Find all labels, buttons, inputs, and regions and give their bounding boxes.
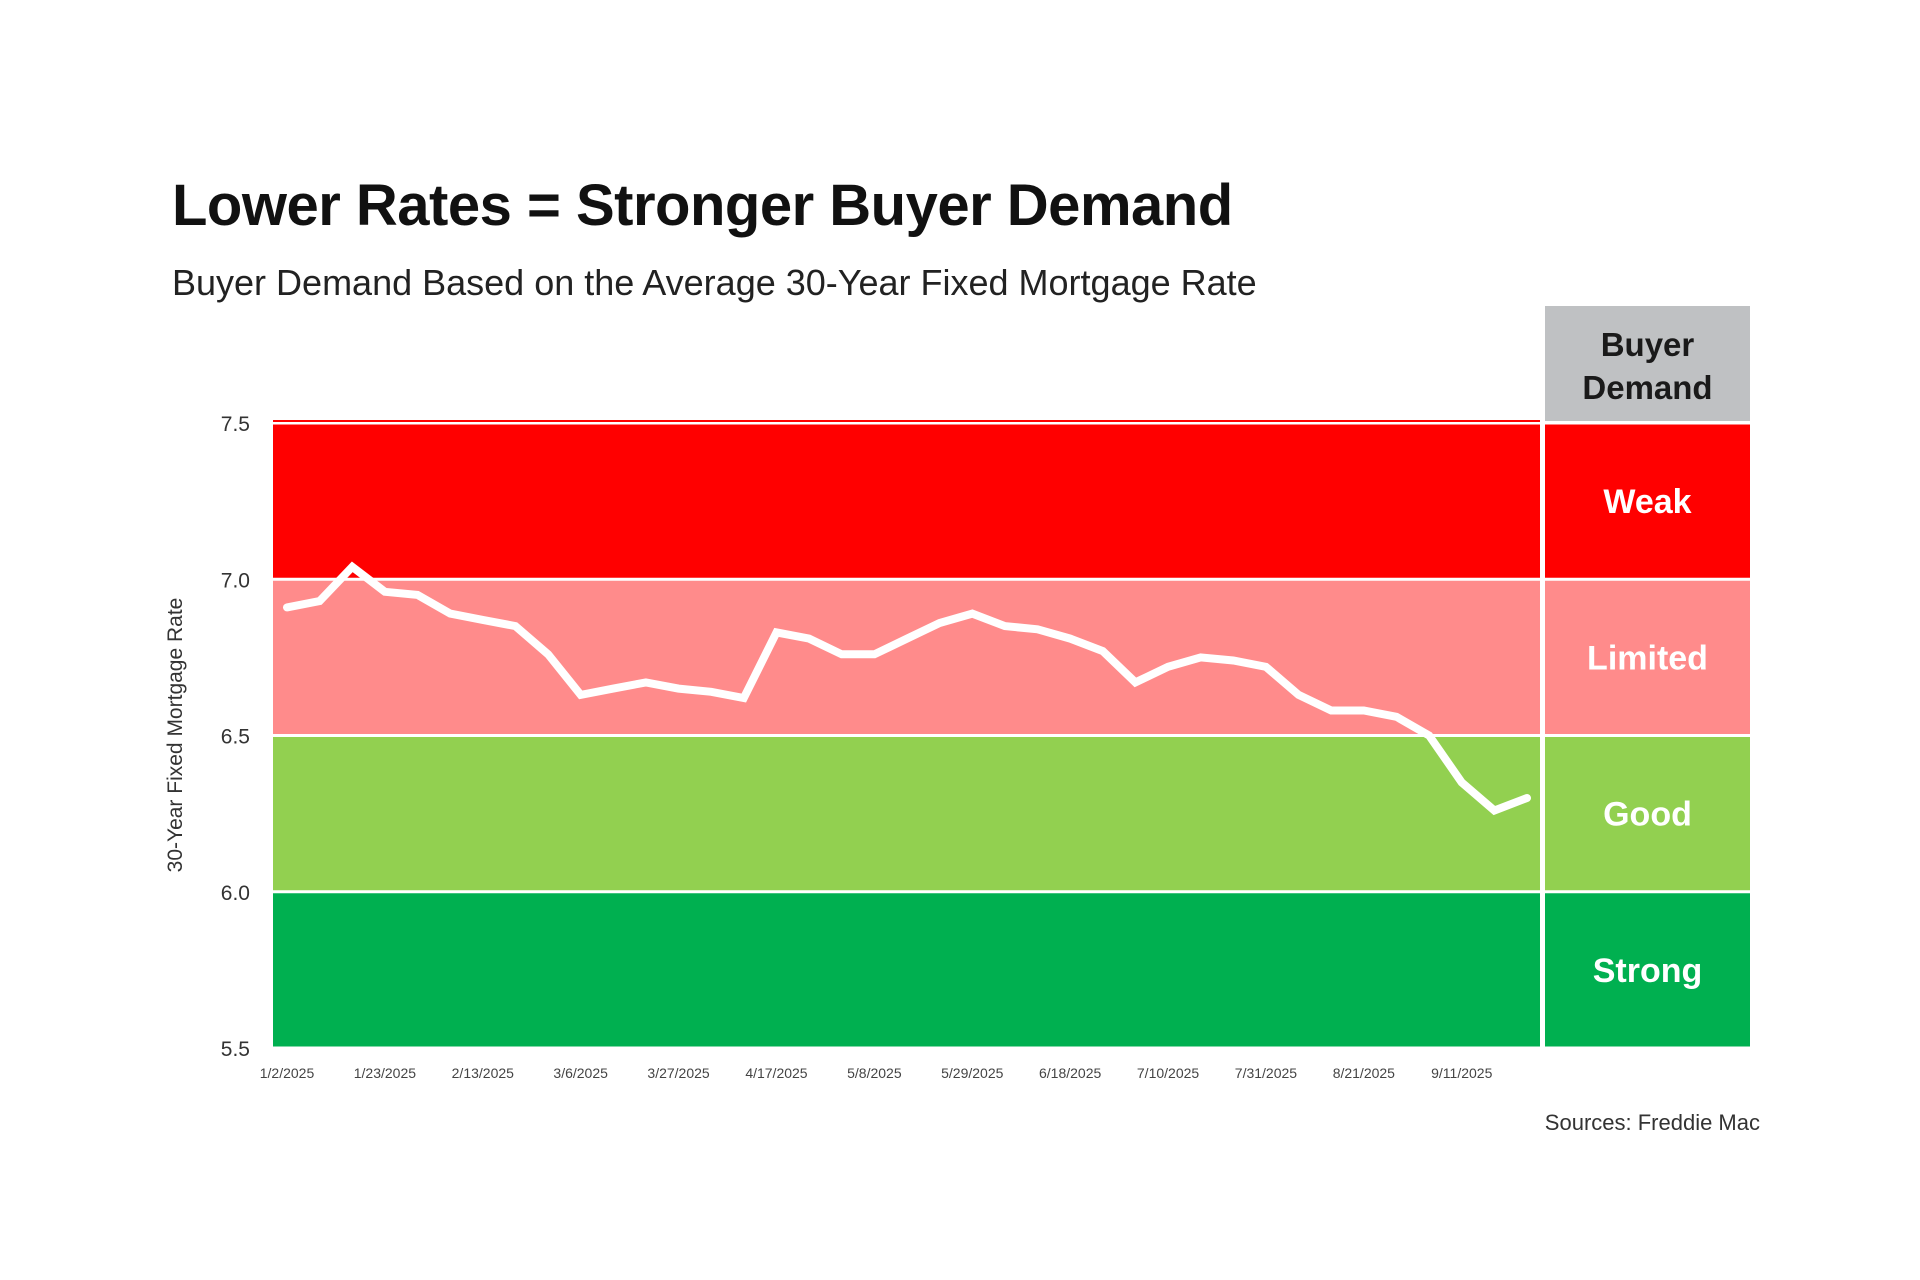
x-tick-label: 8/21/2025 xyxy=(1333,1065,1395,1081)
demand-header-label: Demand xyxy=(1582,369,1712,406)
demand-label-strong: Strong xyxy=(1593,952,1703,990)
x-tick-label: 5/8/2025 xyxy=(847,1065,902,1081)
demand-label-good: Good xyxy=(1603,796,1692,834)
x-tick-label: 3/27/2025 xyxy=(647,1065,709,1081)
demand-header-cell xyxy=(1545,306,1750,421)
x-tick-label: 4/17/2025 xyxy=(745,1065,807,1081)
x-axis: 1/2/2025 1/23/2025 2/13/2025 3/6/2025 3/27/2… xyxy=(260,1065,1493,1081)
demand-header-label: Buyer xyxy=(1601,326,1695,363)
demand-cell-weak xyxy=(1545,424,1750,578)
y-tick-label: 6.5 xyxy=(221,726,250,749)
y-axis-label: 30-Year Fixed Mortgage Rate xyxy=(164,598,187,873)
x-tick-label: 6/18/2025 xyxy=(1039,1065,1101,1081)
band-strong xyxy=(273,893,1540,1047)
y-axis: 5.5 6.0 6.5 7.0 7.5 30-Year Fixed Mortgage Ra… xyxy=(164,413,250,1061)
x-tick-label: 7/10/2025 xyxy=(1137,1065,1199,1081)
demand-label-weak: Weak xyxy=(1603,483,1691,521)
rate-series xyxy=(283,561,1531,816)
chart-subtitle: Buyer Demand Based on the Average 30-Yea… xyxy=(172,262,1257,303)
band-good xyxy=(273,737,1540,891)
demand-bands xyxy=(273,420,1540,1047)
demand-label-limited: Limited xyxy=(1587,639,1708,677)
series-line xyxy=(283,561,1531,816)
buyer-demand-panel: Weak Limited Good Strong Buyer Demand xyxy=(1545,306,1750,1047)
x-tick-label: 7/31/2025 xyxy=(1235,1065,1297,1081)
x-tick-label: 9/11/2025 xyxy=(1431,1065,1492,1081)
x-tick-label: 1/2/2025 xyxy=(260,1065,315,1081)
x-tick-label: 2/13/2025 xyxy=(452,1065,514,1081)
x-tick-label: 3/6/2025 xyxy=(553,1065,608,1081)
source-note: Sources: Freddie Mac xyxy=(1544,1110,1760,1135)
x-tick-label: 1/23/2025 xyxy=(354,1065,416,1081)
demand-cell-strong xyxy=(1545,893,1750,1047)
y-tick-label: 7.5 xyxy=(221,413,250,436)
demand-cell-limited xyxy=(1545,580,1750,734)
chart-title: Lower Rates = Stronger Buyer Demand xyxy=(172,173,1233,238)
band-weak xyxy=(273,424,1540,578)
y-tick-label: 6.0 xyxy=(221,882,250,905)
demand-cell-good xyxy=(1545,737,1750,891)
x-tick-label: 5/29/2025 xyxy=(941,1065,1003,1081)
y-tick-label: 5.5 xyxy=(221,1038,250,1061)
y-tick-label: 7.0 xyxy=(221,569,250,592)
